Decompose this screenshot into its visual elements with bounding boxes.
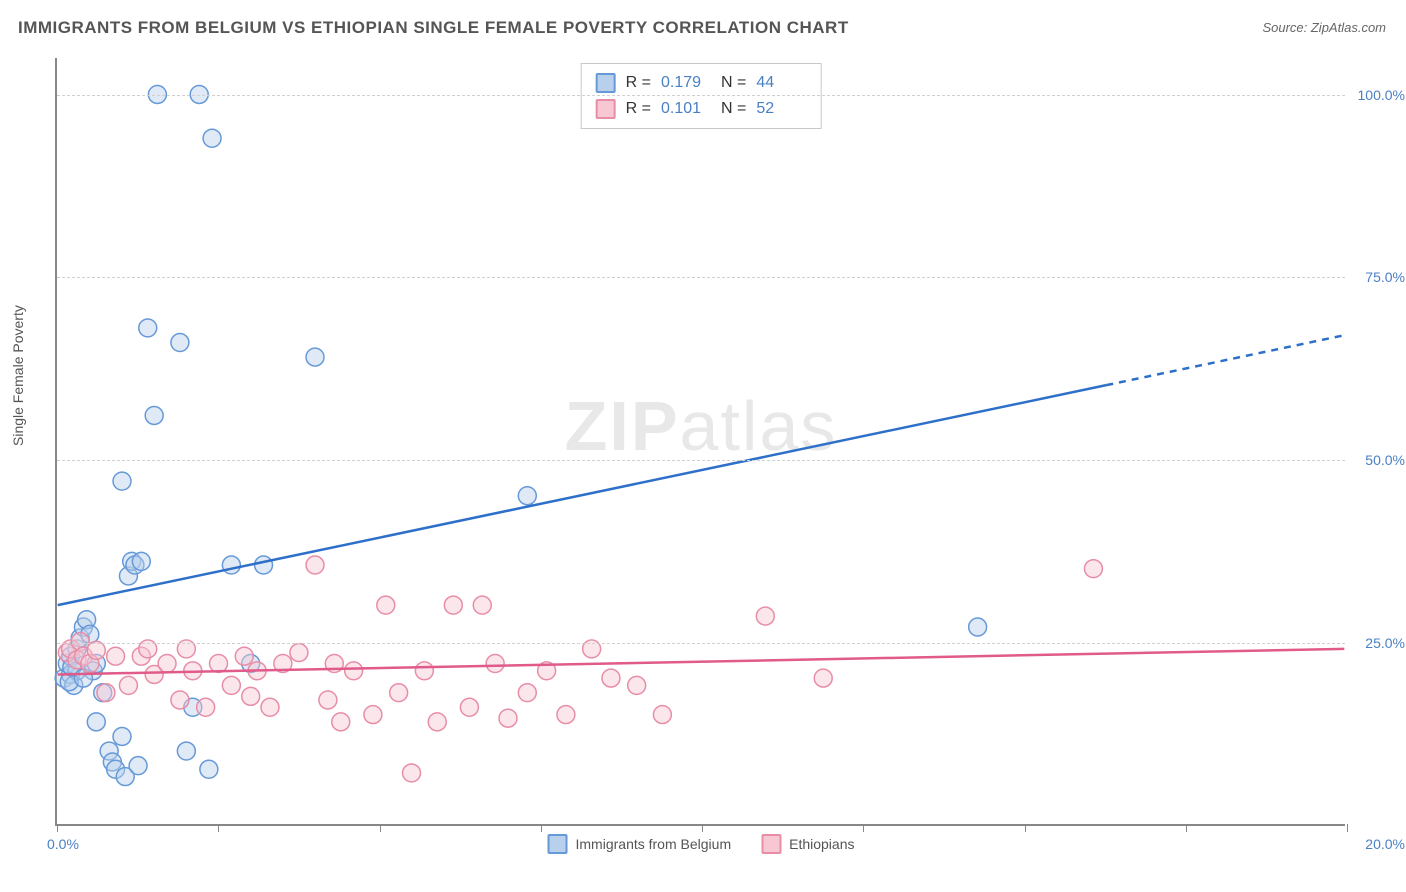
data-point (444, 596, 462, 614)
data-point (261, 698, 279, 716)
data-point (242, 687, 260, 705)
legend-swatch-belgium (548, 834, 568, 854)
data-point (319, 691, 337, 709)
legend-swatch-ethiopians (761, 834, 781, 854)
data-point (177, 742, 195, 760)
data-point (171, 334, 189, 352)
data-point (460, 698, 478, 716)
data-point (200, 760, 218, 778)
y-axis-title: Single Female Poverty (10, 305, 26, 446)
legend-item-ethiopians: Ethiopians (761, 834, 854, 854)
data-point (499, 709, 517, 727)
gridline (57, 643, 1345, 644)
data-point (306, 556, 324, 574)
x-tick (1025, 824, 1026, 832)
data-point (653, 706, 671, 724)
data-point (210, 655, 228, 673)
data-point (628, 676, 646, 694)
data-point (306, 348, 324, 366)
data-point (107, 647, 125, 665)
x-tick (1186, 824, 1187, 832)
y-tick-label: 100.0% (1358, 87, 1405, 103)
data-point (390, 684, 408, 702)
chart-container: IMMIGRANTS FROM BELGIUM VS ETHIOPIAN SIN… (0, 0, 1406, 892)
data-point (171, 691, 189, 709)
data-point (87, 713, 105, 731)
data-point (377, 596, 395, 614)
x-tick (541, 824, 542, 832)
y-tick-label: 25.0% (1365, 635, 1405, 651)
data-point (139, 319, 157, 337)
data-point (602, 669, 620, 687)
chart-title: IMMIGRANTS FROM BELGIUM VS ETHIOPIAN SIN… (18, 18, 849, 38)
data-point (119, 676, 137, 694)
x-tick (863, 824, 864, 832)
data-point (364, 706, 382, 724)
data-point (203, 129, 221, 147)
data-point (113, 727, 131, 745)
data-point (97, 684, 115, 702)
data-point (473, 596, 491, 614)
data-point (403, 764, 421, 782)
y-tick-label: 75.0% (1365, 269, 1405, 285)
data-point (345, 662, 363, 680)
data-point (222, 676, 240, 694)
data-point (557, 706, 575, 724)
x-tick (702, 824, 703, 832)
data-point (428, 713, 446, 731)
data-point (486, 655, 504, 673)
legend-item-belgium: Immigrants from Belgium (548, 834, 732, 854)
trend-line (58, 385, 1107, 605)
x-tick (1347, 824, 1348, 832)
gridline (57, 277, 1345, 278)
source-attribution: Source: ZipAtlas.com (1262, 20, 1386, 35)
data-point (132, 552, 150, 570)
data-point (145, 406, 163, 424)
x-tick (218, 824, 219, 832)
x-tick (380, 824, 381, 832)
gridline (57, 460, 1345, 461)
data-point (129, 757, 147, 775)
data-point (235, 647, 253, 665)
scatter-svg (57, 58, 1345, 824)
gridline (57, 95, 1345, 96)
data-point (255, 556, 273, 574)
data-point (290, 644, 308, 662)
data-point (332, 713, 350, 731)
x-axis-max-label: 20.0% (1365, 836, 1405, 852)
data-point (969, 618, 987, 636)
data-point (1084, 560, 1102, 578)
data-point (222, 556, 240, 574)
x-axis-min-label: 0.0% (47, 836, 79, 852)
data-point (756, 607, 774, 625)
data-point (814, 669, 832, 687)
data-point (518, 684, 536, 702)
plot-area: ZIPatlas R = 0.179 N = 44 R = 0.101 N = … (55, 58, 1345, 826)
data-point (158, 655, 176, 673)
trend-line-extrapolated (1106, 335, 1344, 385)
bottom-legend: Immigrants from Belgium Ethiopians (548, 834, 855, 854)
data-point (197, 698, 215, 716)
y-tick-label: 50.0% (1365, 452, 1405, 468)
data-point (113, 472, 131, 490)
data-point (415, 662, 433, 680)
x-tick (57, 824, 58, 832)
data-point (518, 487, 536, 505)
